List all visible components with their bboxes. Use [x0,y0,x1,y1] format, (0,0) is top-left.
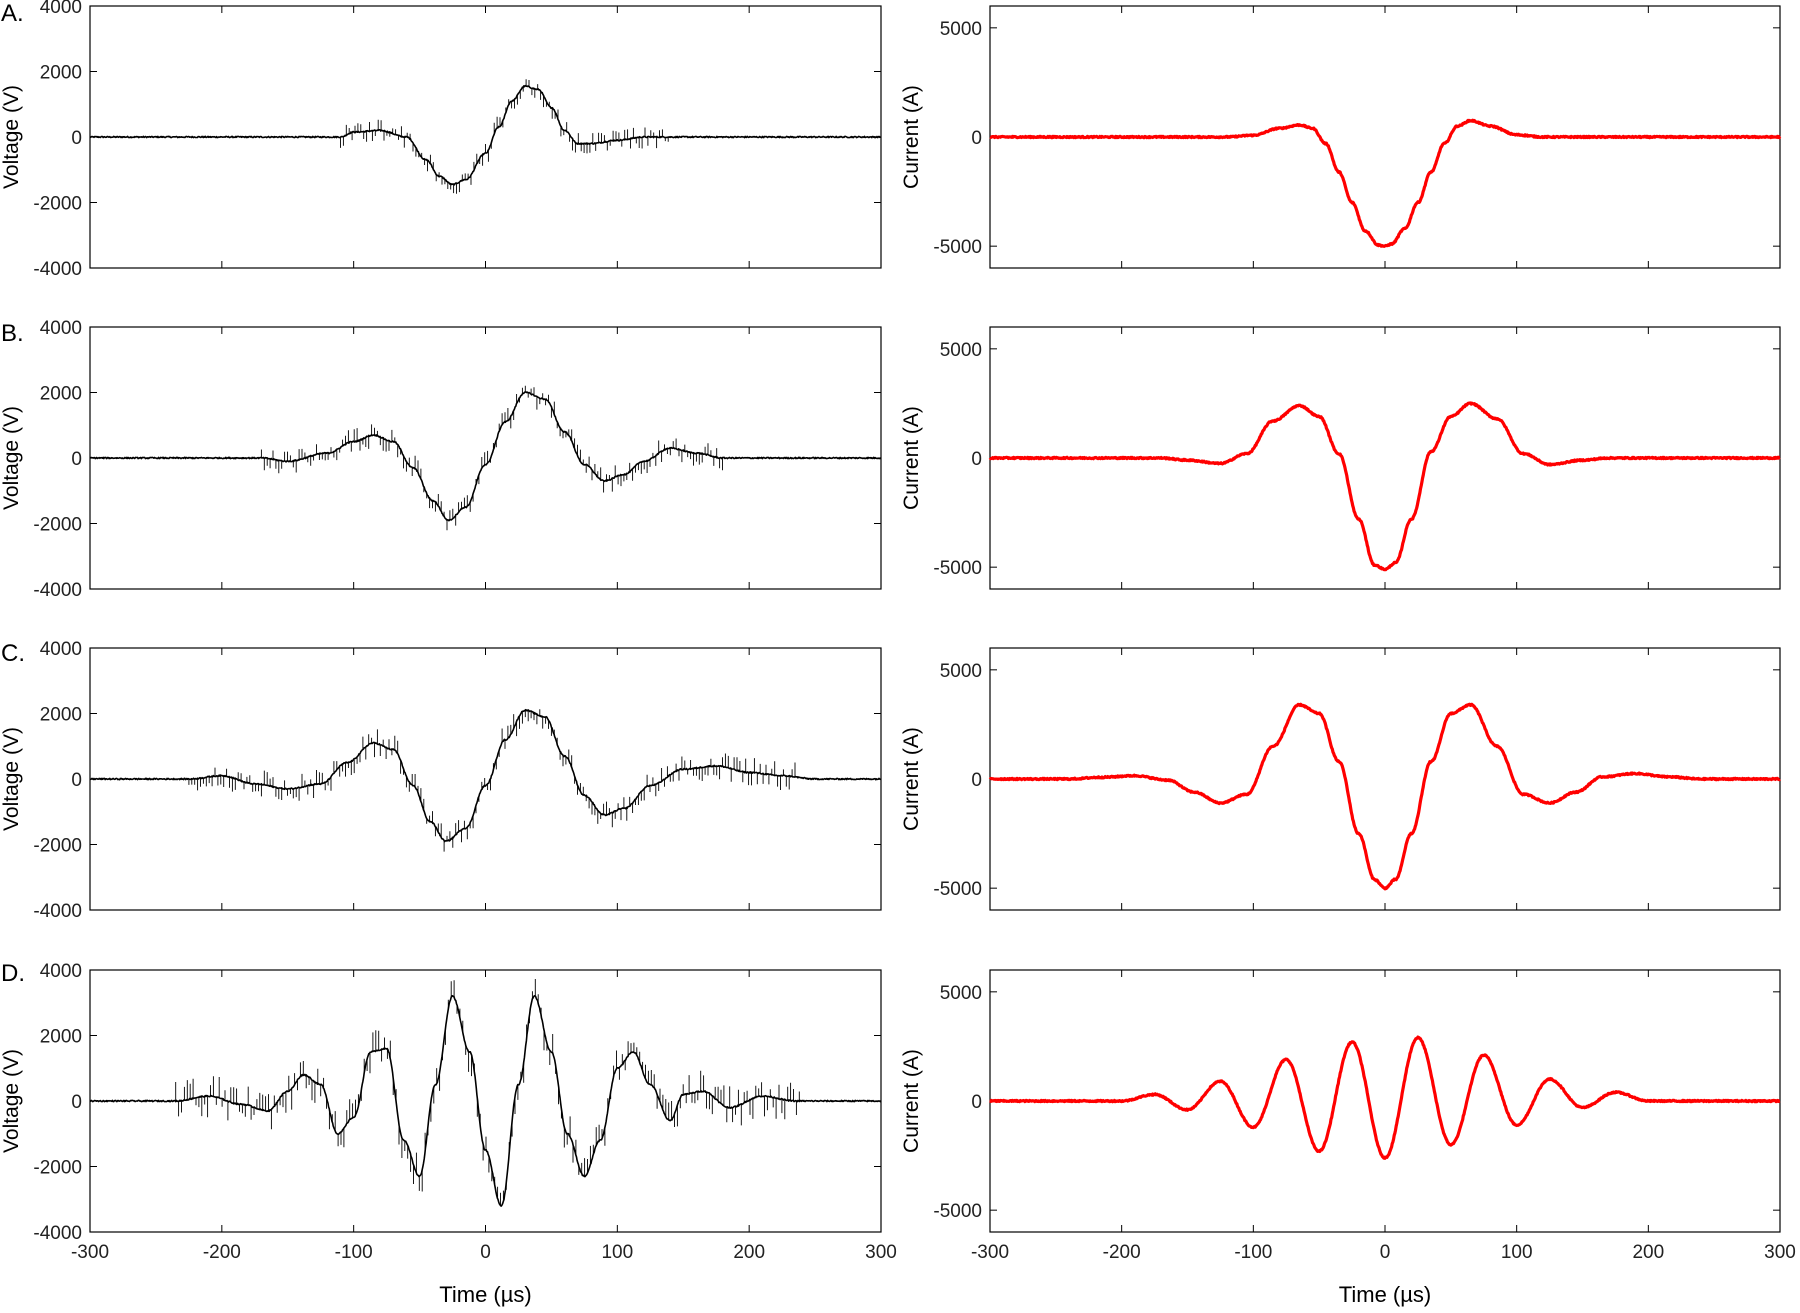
chart-C-voltage: -4000 -2000 0 2000 4000 Voltage (V) [0,639,882,922]
x-axis-label: Time (µs) [439,1282,532,1307]
y-tick-label: -4000 [33,259,82,280]
series-spikes [340,79,669,194]
y-tick-label: -2000 [33,1158,82,1179]
y-tick-label: 5000 [940,661,982,682]
y-tick-label: 5000 [940,983,982,1004]
series-line [988,401,1781,572]
y-tick-label: 0 [971,1092,982,1113]
chart-B-voltage: -4000 -2000 0 2000 4000 Voltage (V) [0,318,882,601]
series-line [989,118,1782,248]
y-tick-label: -5000 [933,879,982,900]
series-spikes [188,709,796,852]
series-line [89,391,882,522]
x-tick-label: 100 [601,1242,633,1263]
y-tick-label: 4000 [40,961,82,982]
series-line [89,708,882,843]
x-tick-label: 100 [1501,1242,1533,1263]
y-axis-label: Voltage (V) [0,85,23,189]
y-tick-label: 0 [971,128,982,149]
y-tick-label: 2000 [40,384,82,405]
y-tick-label: 0 [71,128,82,149]
y-tick-label: 0 [971,770,982,791]
chart-A-current: -5000 0 5000 Current (A) [900,5,1782,269]
y-axis-label: Voltage (V) [0,1049,23,1153]
x-tick-label: -200 [1103,1242,1141,1263]
x-tick-label: 300 [1764,1242,1796,1263]
chart-D-current: -5000 0 5000 -300 -200 -100 0 100 200 300 Current … [900,969,1796,1307]
axes-frame [989,647,1781,911]
y-axis-label: Voltage (V) [0,727,23,831]
y-tick-label: -5000 [933,558,982,579]
series-spikes [175,979,800,1206]
y-tick-label: 0 [71,449,82,470]
series-line [89,995,882,1207]
x-tick-label: -100 [1234,1242,1272,1263]
y-tick-label: 0 [971,449,982,470]
x-tick-label: 200 [733,1242,765,1263]
y-tick-label: -2000 [33,515,82,536]
series-line [89,84,882,186]
y-tick-label: -5000 [933,1201,982,1222]
y-tick-label: 2000 [40,705,82,726]
y-tick-label: 5000 [940,340,982,361]
y-tick-label: -2000 [33,836,82,857]
y-tick-label: 4000 [40,639,82,660]
x-tick-label: 0 [1380,1242,1391,1263]
y-axis-label: Current (A) [900,1049,923,1153]
chart-A-voltage: -4000 -2000 0 2000 4000 Voltage (V) [0,0,882,280]
y-tick-label: -4000 [33,580,82,601]
chart-D-voltage: -4000 -2000 0 2000 4000 -300 -200 -100 0 100 200 30… [0,961,897,1307]
series-line [988,702,1781,891]
y-tick-label: 0 [71,770,82,791]
x-tick-label: 300 [865,1242,897,1263]
y-tick-label: 5000 [940,19,982,40]
axes-frame [89,647,882,911]
x-tick-label: -300 [71,1242,109,1263]
chart-B-current: -5000 0 5000 Current (A) [900,326,1781,590]
y-tick-label: -4000 [33,901,82,922]
x-tick-label: -300 [971,1242,1009,1263]
y-tick-label: 0 [71,1092,82,1113]
panel-label-b: B. [1,320,24,347]
y-tick-label: -5000 [933,237,982,258]
y-tick-label: -2000 [33,194,82,215]
y-tick-label: 4000 [40,0,82,18]
axes-frame [89,969,882,1233]
x-axis-label: Time (µs) [1339,1282,1432,1307]
y-axis-label: Current (A) [900,727,923,831]
x-tick-label: -200 [203,1242,241,1263]
panel-label-d: D. [1,960,25,987]
panel-label-c: C. [1,640,25,667]
panel-label-a: A. [1,0,24,27]
chart-C-current: -5000 0 5000 Current (A) [900,647,1781,911]
y-axis-label: Current (A) [900,85,923,189]
y-tick-label: -4000 [33,1223,82,1244]
x-tick-label: 0 [480,1242,491,1263]
y-tick-label: 2000 [40,63,82,84]
series-line [989,1035,1781,1160]
y-tick-label: 2000 [40,1027,82,1048]
series-spikes [260,385,723,531]
y-axis-label: Voltage (V) [0,406,23,510]
x-tick-label: 200 [1632,1242,1664,1263]
y-axis-label: Current (A) [900,406,923,510]
x-tick-label: -100 [335,1242,373,1263]
y-tick-label: 4000 [40,318,82,339]
